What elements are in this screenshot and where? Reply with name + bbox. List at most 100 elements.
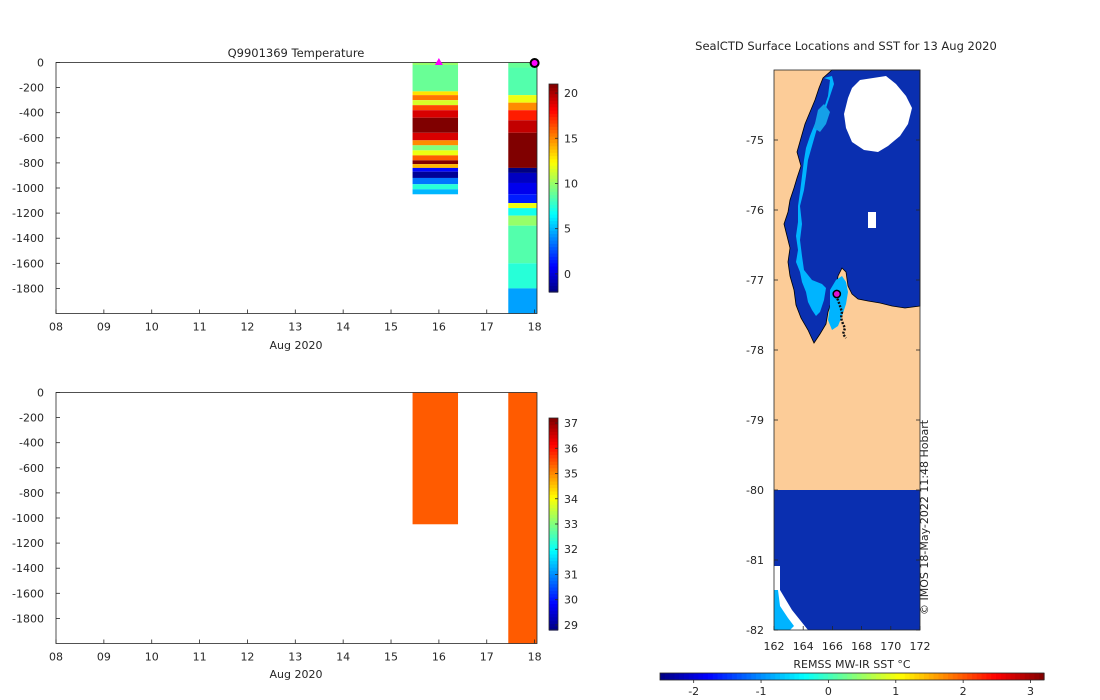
colorbar-segment bbox=[549, 93, 558, 98]
sst-colorbar-segment bbox=[828, 673, 834, 680]
colorbar-tick-label: 30 bbox=[564, 594, 578, 607]
x-tick-label: 09 bbox=[97, 321, 111, 334]
profile-layer bbox=[508, 95, 537, 103]
colorbar-segment bbox=[549, 103, 558, 108]
colorbar-tick-label: 5 bbox=[564, 223, 571, 236]
x-tick-label: 13 bbox=[288, 651, 302, 664]
y-tick-label: -800 bbox=[19, 157, 44, 170]
profile-layer bbox=[412, 145, 459, 151]
y-tick-label: -600 bbox=[19, 462, 44, 475]
colorbar-segment bbox=[549, 623, 558, 628]
no-data-small bbox=[868, 212, 876, 228]
colorbar-segment bbox=[549, 517, 558, 522]
sst-colorbar-segment bbox=[976, 673, 983, 680]
sst-colorbar-segment bbox=[856, 673, 863, 680]
sst-colorbar-tick-label: 2 bbox=[960, 685, 967, 698]
map-y-tick-label: -80 bbox=[746, 484, 764, 497]
colorbar-segment bbox=[549, 256, 558, 261]
colorbar-segment bbox=[549, 275, 558, 280]
x-tick-label: 18 bbox=[528, 651, 542, 664]
sst-colorbar-label: REMSS MW-IR SST °C bbox=[793, 658, 911, 671]
sst-colorbar-segment bbox=[904, 673, 911, 680]
profile-layer bbox=[508, 182, 537, 195]
colorbar-segment bbox=[549, 550, 558, 555]
temperature-axes-box bbox=[55, 62, 538, 314]
profile-layer bbox=[412, 189, 459, 195]
colorbar-segment bbox=[549, 537, 558, 542]
map-y-tick-label: -79 bbox=[746, 414, 764, 427]
sst-colorbar-segment bbox=[981, 673, 987, 680]
colorbar-segment bbox=[549, 236, 558, 241]
sst-colorbar-frame bbox=[659, 672, 1045, 681]
second-section-profiles bbox=[412, 392, 537, 644]
y-tick-label: -1200 bbox=[12, 537, 44, 550]
sst-colorbar-segment bbox=[722, 673, 728, 680]
sst-colorbar-segment bbox=[789, 673, 795, 680]
sst-colorbar-segment bbox=[924, 673, 930, 680]
sst-colorbar-segment bbox=[679, 673, 685, 680]
y-tick-label: -400 bbox=[19, 107, 44, 120]
sst-colorbar-segment bbox=[861, 673, 867, 680]
profile-layer bbox=[508, 172, 537, 183]
colorbar-segment bbox=[549, 233, 558, 238]
map-x-tick-label: 170 bbox=[880, 640, 901, 653]
map-x-tick-label: 166 bbox=[822, 640, 843, 653]
no-data-patch bbox=[844, 76, 912, 152]
x-tick-label: 11 bbox=[193, 321, 207, 334]
colorbar-segment bbox=[549, 418, 558, 422]
y-tick-label: -200 bbox=[19, 82, 44, 95]
colorbar-segment bbox=[549, 596, 558, 601]
x-tick-label: 17 bbox=[480, 651, 494, 664]
colorbar-segment bbox=[549, 178, 558, 183]
colorbar-segment bbox=[549, 145, 558, 150]
sst-colorbar-tick-label: 1 bbox=[892, 685, 899, 698]
sst-colorbar-segment bbox=[943, 673, 949, 680]
colorbar-segment bbox=[549, 279, 558, 283]
colorbar-segment bbox=[549, 100, 558, 105]
map-y-tick-label: -81 bbox=[746, 554, 764, 567]
colorbar-segment bbox=[549, 214, 558, 218]
temperature-colorbar: 0 5 10 15 20 bbox=[548, 83, 578, 293]
colorbar-segment bbox=[549, 184, 558, 189]
sst-colorbar-segment bbox=[962, 673, 968, 680]
colorbar-segment bbox=[549, 106, 558, 111]
colorbar-segment bbox=[549, 240, 558, 244]
colorbar-segment bbox=[549, 110, 558, 114]
sst-colorbar-segment bbox=[986, 673, 992, 680]
x-tick-label: 16 bbox=[432, 321, 446, 334]
profile-layer bbox=[508, 203, 537, 209]
colorbar-segment bbox=[549, 152, 558, 157]
profile-layer bbox=[508, 110, 537, 121]
map-y-tick-label: -75 bbox=[746, 134, 764, 147]
map-x-tick-label: 162 bbox=[764, 640, 785, 653]
profile-layer bbox=[508, 263, 537, 289]
sst-colorbar-segment bbox=[736, 673, 743, 680]
colorbar-segment bbox=[549, 570, 558, 575]
sst-colorbar-segment bbox=[770, 673, 776, 680]
colorbar-segment bbox=[549, 191, 558, 196]
y-tick-label: -600 bbox=[19, 132, 44, 145]
colorbar-segment bbox=[549, 210, 558, 215]
map-x-tick-label: 172 bbox=[910, 640, 931, 653]
sst-colorbar-segment bbox=[712, 673, 719, 680]
colorbar-segment bbox=[549, 620, 558, 624]
sst-colorbar-segment bbox=[784, 673, 791, 680]
profile-layer bbox=[412, 392, 459, 525]
colorbar-segment bbox=[549, 155, 558, 160]
sst-colorbar-segment bbox=[808, 673, 815, 680]
sst-colorbar-segment bbox=[852, 673, 858, 680]
colorbar-segment bbox=[549, 593, 558, 598]
colorbar-segment bbox=[549, 616, 558, 621]
colorbar-segment bbox=[549, 262, 558, 267]
sst-colorbar-segment bbox=[732, 673, 738, 680]
sst-colorbar-segment bbox=[972, 673, 978, 680]
colorbar-segment bbox=[549, 243, 558, 248]
colorbar-segment bbox=[549, 577, 558, 581]
colorbar-segment bbox=[549, 583, 558, 588]
map-axis-ticks: 162 164 166 168 170 172 -75 -76 -77 -78 -79 -80 -81 -… bbox=[746, 134, 930, 653]
colorbar-segment bbox=[549, 90, 558, 95]
x-tick-label: 08 bbox=[49, 651, 63, 664]
sst-colorbar-segment bbox=[1000, 673, 1007, 680]
colorbar-segment bbox=[549, 220, 558, 225]
sst-colorbar-segment bbox=[669, 673, 675, 680]
